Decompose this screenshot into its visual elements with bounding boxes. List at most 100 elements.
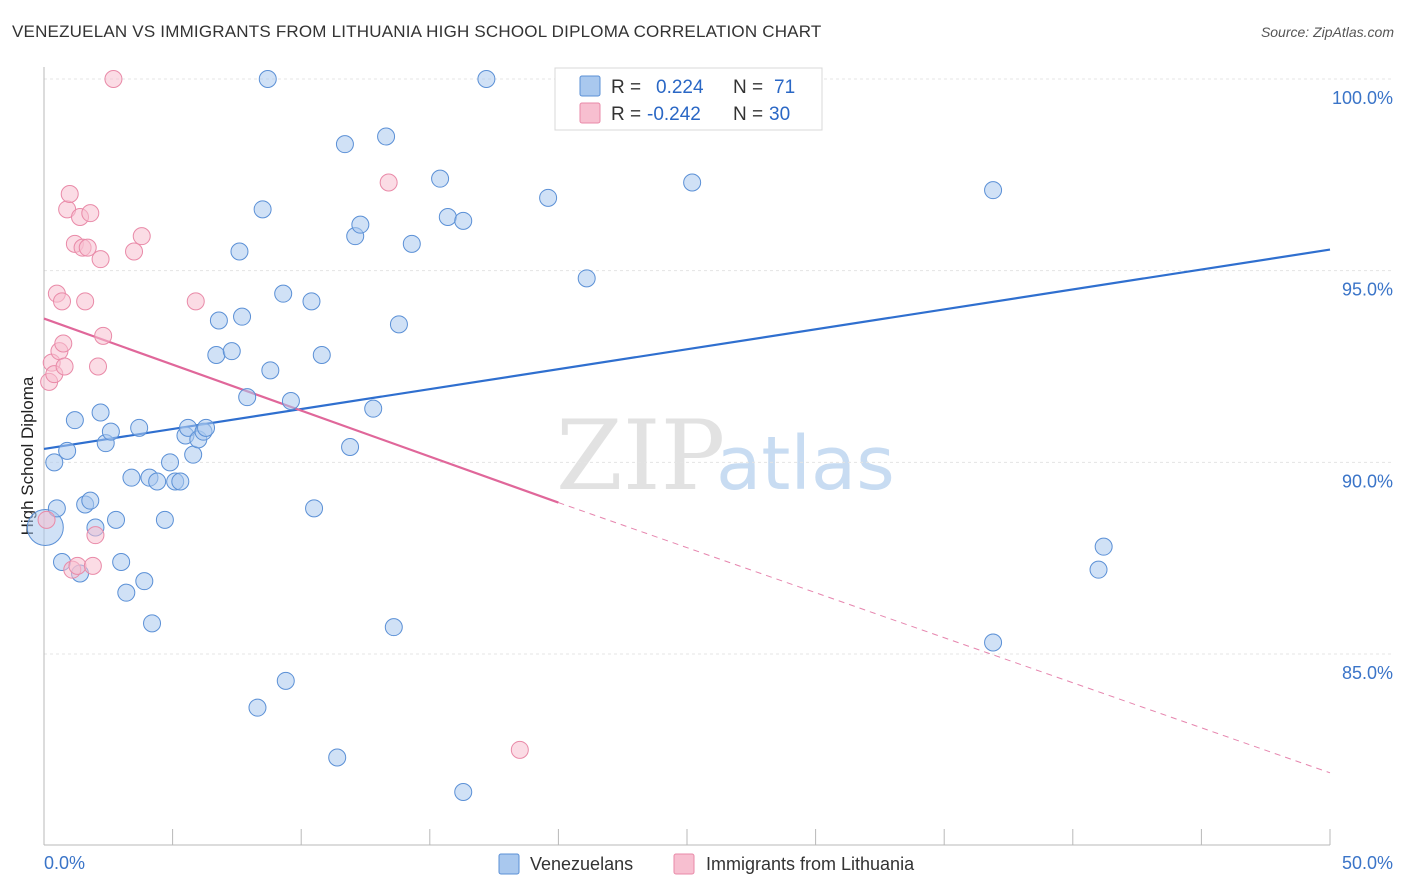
lithuania-point bbox=[68, 556, 87, 575]
series-legend: Venezuelans Immigrants from Lithuania bbox=[498, 853, 915, 875]
venezuelans-point bbox=[389, 315, 408, 334]
venezuelans-point bbox=[302, 292, 321, 311]
venezuelans-point bbox=[364, 399, 383, 418]
bottom-legend-swatch-lithuania bbox=[673, 853, 695, 875]
x-tick-label-min: 0.0% bbox=[44, 853, 85, 873]
lithuania-point bbox=[60, 185, 79, 203]
lithuania-trend-extension bbox=[558, 502, 1331, 774]
lithuania-point bbox=[54, 334, 73, 353]
venezuelans-point bbox=[402, 234, 421, 253]
venezuelans-point bbox=[305, 499, 324, 518]
lithuania-point bbox=[91, 250, 110, 269]
venezuelans-point bbox=[47, 499, 66, 518]
venezuelans-point bbox=[197, 418, 216, 437]
bottom-legend-swatch-venezuelans bbox=[498, 853, 520, 875]
watermark-atlas: atlas bbox=[716, 421, 895, 507]
venezuelans-trend-line bbox=[43, 248, 1331, 451]
venezuelans-point bbox=[248, 698, 267, 717]
venezuelans-point bbox=[112, 553, 131, 571]
venezuelans-point bbox=[1089, 560, 1108, 579]
venezuelans-point bbox=[161, 453, 180, 472]
lithuania-point bbox=[86, 526, 105, 545]
venezuelans-point bbox=[155, 510, 174, 529]
venezuelans-point bbox=[454, 211, 473, 230]
venezuelans-point bbox=[222, 342, 241, 361]
lithuania-point bbox=[94, 326, 113, 345]
venezuelans-point bbox=[335, 135, 354, 154]
y-tick-label-85: 85.0% bbox=[1342, 663, 1393, 683]
legend-n-label-1: N = bbox=[733, 77, 763, 98]
venezuelans-point bbox=[1094, 537, 1113, 556]
venezuelans-point bbox=[477, 70, 496, 88]
y-tick-label-90: 90.0% bbox=[1342, 471, 1393, 491]
venezuelans-point bbox=[207, 346, 226, 364]
venezuelans-point bbox=[454, 783, 473, 801]
venezuelans-point bbox=[45, 453, 64, 472]
bottom-legend-label-venezuelans: Venezuelans bbox=[530, 854, 633, 874]
legend-r-value-1: 0.224 bbox=[656, 77, 704, 98]
venezuelans-point bbox=[117, 583, 136, 602]
venezuelans-point bbox=[683, 173, 702, 192]
venezuelans-point bbox=[171, 472, 190, 491]
venezuelans-point bbox=[65, 411, 84, 430]
venezuelans-point bbox=[143, 614, 162, 633]
venezuelans-point bbox=[438, 208, 457, 226]
venezuelans-point bbox=[261, 361, 280, 380]
legend-swatch-lithuania bbox=[579, 102, 601, 124]
venezuelans-point bbox=[209, 311, 228, 330]
venezuelans-point bbox=[539, 188, 558, 207]
venezuelans-point bbox=[577, 269, 596, 288]
venezuelans-point bbox=[984, 633, 1003, 652]
lithuania-point bbox=[89, 357, 108, 376]
lithuania-point bbox=[83, 556, 102, 575]
stats-legend: R = 0.224 N = 71 R = -0.242 N = 30 bbox=[554, 67, 823, 131]
chart-title: VENEZUELAN VS IMMIGRANTS FROM LITHUANIA … bbox=[12, 22, 822, 41]
y-axis-tick-labels: 100.0% 95.0% 90.0% 85.0% bbox=[1332, 88, 1393, 683]
venezuelans-point bbox=[274, 284, 293, 303]
y-tick-label-100: 100.0% bbox=[1332, 88, 1393, 108]
venezuelans-point bbox=[184, 445, 203, 464]
trend-lines bbox=[43, 248, 1331, 774]
venezuelans-point bbox=[384, 618, 403, 637]
venezuelans-point bbox=[431, 169, 450, 188]
venezuelans-point bbox=[130, 418, 149, 437]
venezuelans-point bbox=[377, 127, 396, 146]
venezuelans-point bbox=[253, 200, 272, 219]
lithuania-point bbox=[186, 292, 205, 311]
lithuania-points bbox=[37, 70, 529, 759]
venezuelans-point bbox=[341, 438, 360, 456]
venezuelans-point bbox=[238, 388, 257, 407]
venezuelans-point bbox=[81, 491, 100, 510]
venezuelans-point bbox=[351, 215, 370, 234]
lithuania-point bbox=[510, 740, 529, 759]
venezuelans-point bbox=[276, 671, 295, 690]
venezuelans-point bbox=[148, 472, 167, 491]
gridlines bbox=[44, 78, 1393, 655]
lithuania-point bbox=[379, 173, 398, 192]
lithuania-point bbox=[76, 292, 95, 311]
legend-n-value-1: 71 bbox=[774, 77, 795, 98]
y-tick-label-95: 95.0% bbox=[1342, 280, 1393, 300]
lithuania-point bbox=[53, 292, 72, 311]
venezuelans-point bbox=[135, 572, 154, 591]
venezuelans-point bbox=[258, 70, 277, 88]
venezuelans-point bbox=[281, 392, 300, 410]
venezuelans-point bbox=[230, 242, 249, 261]
y-axis-title: High School Diploma bbox=[18, 376, 37, 535]
lithuania-point bbox=[81, 204, 100, 223]
venezuelans-points bbox=[26, 70, 1113, 801]
venezuelans-point bbox=[984, 181, 1003, 200]
venezuelans-point bbox=[91, 403, 110, 422]
lithuania-point bbox=[78, 238, 97, 257]
venezuelans-point bbox=[122, 468, 141, 487]
source-credit: Source: ZipAtlas.com bbox=[1260, 24, 1394, 40]
venezuelans-point bbox=[312, 346, 331, 364]
venezuelans-point bbox=[233, 307, 252, 326]
legend-n-label-2: N = bbox=[733, 104, 763, 125]
lithuania-point bbox=[125, 242, 144, 261]
venezuelans-point bbox=[58, 441, 77, 460]
legend-n-value-2: 30 bbox=[769, 104, 790, 125]
lithuania-point bbox=[104, 70, 123, 88]
venezuelans-point bbox=[107, 510, 126, 529]
